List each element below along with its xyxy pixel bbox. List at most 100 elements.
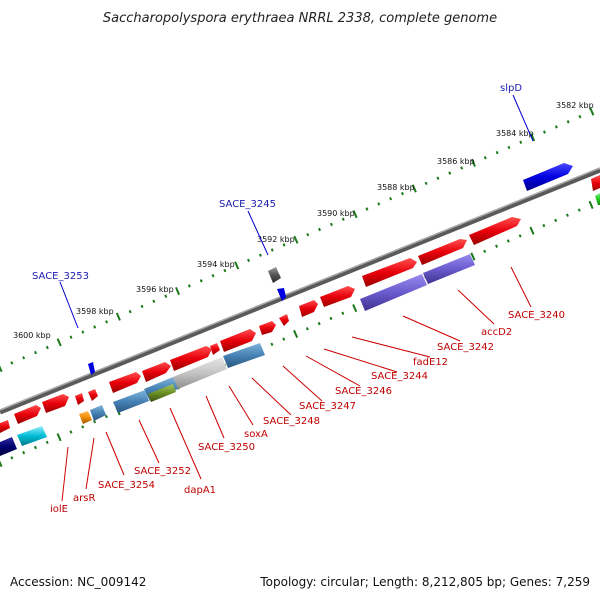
minor-tick <box>495 244 499 248</box>
leader-line <box>457 289 495 325</box>
gene-red-fwd[interactable] <box>591 175 600 191</box>
minor-tick <box>152 299 156 303</box>
minor-tick <box>104 414 108 419</box>
gene-red-fwd[interactable] <box>42 394 69 413</box>
gene-sace-3252[interactable] <box>148 384 176 402</box>
gene-iolE[interactable] <box>79 411 92 424</box>
minor-tick <box>424 181 428 186</box>
minor-tick <box>199 279 203 283</box>
gene-red-fwd[interactable] <box>109 372 141 393</box>
minor-tick <box>400 191 404 196</box>
gene-sace-3254[interactable] <box>113 390 149 413</box>
tick-label: 3594 kbp <box>197 260 235 269</box>
minor-tick <box>542 223 546 228</box>
genome-summary-text: Topology: circular; Length: 8,212,805 bp… <box>259 575 590 589</box>
minor-tick <box>22 451 26 455</box>
gene-soxA[interactable] <box>173 357 227 389</box>
minor-tick <box>448 171 452 175</box>
gene-navy[interactable] <box>0 437 17 456</box>
minor-tick <box>507 145 511 150</box>
minor-tick <box>341 217 345 221</box>
gene-red-fwd[interactable] <box>469 217 521 245</box>
minor-tick <box>483 249 487 254</box>
minor-tick <box>10 456 14 460</box>
minor-tick <box>270 248 274 252</box>
minor-tick <box>554 125 558 129</box>
tick-label: 3596 kbp <box>136 285 174 294</box>
minor-tick <box>247 258 251 262</box>
reverse-strand-genes <box>0 193 600 456</box>
minor-tick <box>329 222 333 227</box>
gene-red-fwd[interactable] <box>418 239 467 265</box>
leader-line <box>138 419 160 464</box>
gene-fadE12[interactable] <box>360 274 427 311</box>
leader-line <box>85 437 95 490</box>
gene-label-sace-3253: SACE_3253 <box>32 271 89 282</box>
minor-tick <box>329 316 333 321</box>
leader-line <box>323 348 398 373</box>
gene-red-fwd[interactable] <box>14 405 41 424</box>
blue-marker-icon <box>277 288 286 301</box>
minor-tick <box>211 274 215 278</box>
major-tick <box>175 287 181 296</box>
top-labels: slpD SACE_3245 SACE_3253 <box>32 83 534 329</box>
minor-tick <box>45 440 49 445</box>
leader-line <box>282 365 323 402</box>
tick-label: 3600 kbp <box>13 331 51 340</box>
gene-red-fwd[interactable] <box>88 389 98 401</box>
major-tick <box>589 107 595 116</box>
leader-line <box>247 210 269 256</box>
gene-label-sace-3248: SACE_3248 <box>263 416 320 427</box>
minor-tick <box>565 213 569 217</box>
tick-labels: 3582 kbp 3584 kbp 3586 kbp 3588 kbp 3590… <box>13 101 594 340</box>
gene-sace-3248[interactable] <box>223 343 265 368</box>
blue-marker-icon <box>88 362 95 375</box>
tick-label: 3590 kbp <box>317 209 355 218</box>
map-title: Saccharopolyspora erythraea NRRL 2338, c… <box>103 11 497 26</box>
leader-line <box>305 355 361 387</box>
minor-tick <box>270 342 274 347</box>
major-tick <box>530 133 536 142</box>
gene-tRNA[interactable] <box>17 426 47 446</box>
gene-arsR[interactable] <box>90 405 106 421</box>
gene-label-accD2: accD2 <box>481 327 512 338</box>
minor-tick <box>377 202 381 206</box>
gene-red-fwd[interactable] <box>142 362 171 382</box>
gene-red-fwd[interactable] <box>299 300 318 317</box>
minor-tick <box>317 321 321 326</box>
leader-line <box>59 281 79 329</box>
minor-tick <box>187 284 191 288</box>
minor-tick <box>518 234 522 238</box>
gene-red-fwd[interactable] <box>170 346 212 371</box>
leader-line <box>228 385 254 426</box>
tick-label: 3592 kbp <box>257 235 295 244</box>
tick-label: 3598 kbp <box>76 307 114 316</box>
gene-slpD[interactable] <box>523 163 573 191</box>
gene-red-fwd[interactable] <box>210 343 220 355</box>
minor-tick <box>258 253 262 257</box>
minor-tick <box>69 335 73 339</box>
gene-red-fwd[interactable] <box>362 258 417 287</box>
gene-red-fwd[interactable] <box>220 329 256 352</box>
footer: Accession: NC_009142 Topology: circular;… <box>10 575 590 589</box>
gene-red-fwd[interactable] <box>75 393 84 405</box>
gene-accD2[interactable] <box>423 254 475 284</box>
minor-tick <box>578 115 582 119</box>
major-tick <box>56 433 62 442</box>
small-markers <box>88 267 286 375</box>
gene-green[interactable] <box>595 193 600 205</box>
major-tick <box>234 261 240 270</box>
gene-red-fwd[interactable] <box>320 286 355 307</box>
gene-red-fwd[interactable] <box>0 420 10 433</box>
minor-tick <box>506 239 510 243</box>
gene-sace-3245[interactable] <box>268 267 281 283</box>
major-tick <box>293 329 299 339</box>
leader-line <box>61 446 69 502</box>
gene-label-sace-3246: SACE_3246 <box>335 386 392 397</box>
gene-label-iolE: iolE <box>50 504 68 515</box>
gene-red-fwd[interactable] <box>259 321 276 335</box>
gene-red-fwd[interactable] <box>279 314 289 326</box>
major-tick <box>293 235 299 244</box>
minor-tick <box>318 227 322 232</box>
